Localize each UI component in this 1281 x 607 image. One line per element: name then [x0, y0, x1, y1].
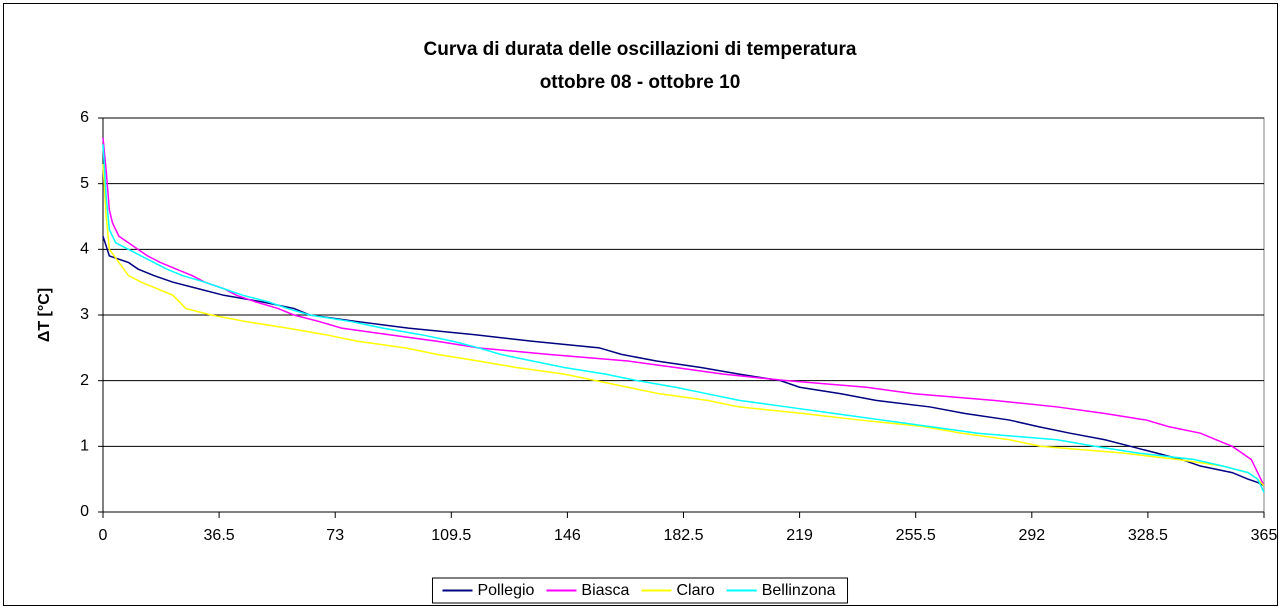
x-tick-label: 219 — [786, 527, 813, 544]
legend-label: Claro — [676, 582, 714, 599]
series-line — [102, 235, 1265, 487]
x-tick-label: 328.5 — [1128, 527, 1168, 544]
x-tick-label: 255.5 — [896, 527, 936, 544]
x-tick-label: 36.5 — [204, 527, 235, 544]
x-tick-label: 365 — [1251, 527, 1278, 544]
legend-label: Bellinzona — [762, 582, 836, 599]
legend-label: Biasca — [581, 582, 629, 599]
chart-subtitle: ottobre 08 - ottobre 10 — [540, 72, 741, 93]
series-line — [102, 163, 1265, 487]
legend-label: Pollegio — [477, 582, 534, 599]
x-tick-label: 182.5 — [663, 527, 703, 544]
x-tick-label: 146 — [554, 527, 581, 544]
y-tick-label: 2 — [80, 372, 89, 389]
legend — [431, 577, 849, 604]
y-tick-label: 0 — [80, 503, 89, 520]
y-axis-label: ΔT [°C] — [36, 288, 53, 342]
y-tick-label: 5 — [80, 175, 89, 192]
x-tick-label: 292 — [1018, 527, 1045, 544]
x-tick-label: 109.5 — [431, 527, 471, 544]
y-tick-label: 6 — [80, 109, 89, 126]
chart-title: Curva di durata delle oscillazioni di te… — [424, 39, 857, 60]
x-tick-label: 0 — [99, 527, 108, 544]
series-line — [102, 137, 1265, 487]
x-tick-label: 73 — [326, 527, 344, 544]
y-tick-label: 1 — [80, 438, 89, 455]
y-tick-label: 3 — [80, 306, 89, 323]
series-line — [102, 144, 1265, 493]
y-tick-label: 4 — [80, 241, 89, 258]
